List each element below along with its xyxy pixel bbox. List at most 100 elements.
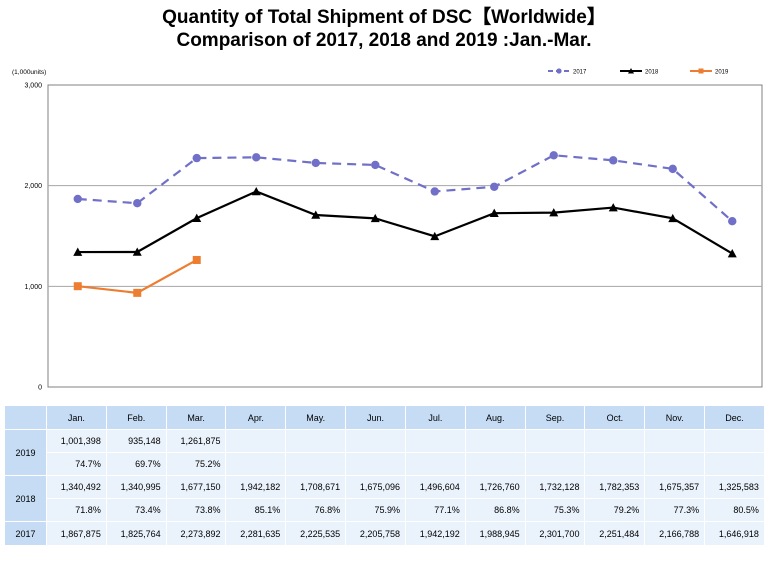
series-group [73,151,737,297]
units-cell: 1,261,875 [165,429,227,453]
month-header: Sep. [524,405,586,430]
ratio-cell: 74.7% [46,452,107,476]
data-point-2017 [133,199,142,208]
month-header: Jun. [345,405,406,430]
month-header: Oct. [584,405,646,430]
units-cell: 935,148 [105,429,167,453]
units-cell [345,429,406,453]
y-axis-ticks: 0 1,000 2,000 3,000 [24,83,42,392]
data-point-2017 [668,164,677,174]
month-header: Jul. [404,405,466,430]
year-label: 2018 [4,475,47,522]
units-cell: 2,205,758 [345,521,406,546]
plot-area [47,84,763,388]
ratio-cell: 73.4% [105,498,167,522]
units-cell: 1,340,995 [105,475,167,499]
units-cell [464,429,526,453]
units-cell: 1,825,764 [105,521,167,546]
legend: 2017 2018 2019 [548,68,729,76]
data-point-2017 [192,153,201,163]
y-axis-unit-label: (1,000units) [12,69,46,76]
legend-marker [628,68,634,74]
data-point-2018 [311,210,321,219]
units-cell: 2,301,700 [524,521,586,546]
units-cell: 1,988,945 [464,521,526,546]
y-tick-label: 1,000 [24,284,42,291]
y-tick-label: 3,000 [24,83,42,90]
ratio-cell: 85.1% [225,498,287,522]
units-cell: 1,708,671 [285,475,347,499]
legend-marker [556,68,562,74]
ratio-cell [524,452,586,476]
data-point-2018 [132,247,142,256]
legend-label: 2019 [715,70,729,76]
ratio-cell: 79.2% [584,498,646,522]
ratio-cell [704,452,765,476]
units-cell: 1,001,398 [46,429,107,453]
table-row: 2017 1,867,875 1,825,764 2,273,892 2,281,635… [4,521,765,546]
data-point-2018 [549,208,559,217]
ratio-cell: 86.8% [464,498,526,522]
units-cell: 1,942,192 [404,521,466,546]
ratio-cell [285,452,347,476]
units-cell: 1,675,357 [644,475,706,499]
series-2017 [73,151,737,226]
legend-marker [698,68,704,74]
data-point-2018 [430,231,440,241]
units-cell [225,429,287,453]
data-point-2019 [73,282,82,291]
legend-label: 2017 [573,70,587,76]
data-point-2019 [192,255,201,264]
data-point-2018 [192,213,202,222]
units-cell [524,429,586,453]
series-2019 [73,255,201,297]
data-point-2017 [311,158,320,168]
series-2018 [73,186,737,258]
data-point-2018 [668,213,678,223]
units-cell: 1,675,096 [345,475,406,499]
ratio-cell: 71.8% [46,498,107,522]
ratio-cell: 77.1% [404,498,466,522]
table-row: 2018 1,340,492 1,340,995 1,677,150 1,942,182… [4,475,765,522]
units-cell: 2,273,892 [165,521,227,546]
month-header: Aug. [464,405,526,430]
data-point-2017 [609,156,618,165]
data-point-2017 [490,182,499,191]
data-point-2018 [370,213,380,223]
data-point-2018 [608,203,618,212]
data-point-2017 [252,153,261,162]
month-header: May. [285,405,347,430]
month-header: Jan. [46,405,107,430]
ratio-cell [464,452,526,476]
table-header-row: Jan. Feb. Mar. Apr. May. Jun. Jul. Aug. Sep. Oct.… [4,405,765,430]
table-corner [4,405,47,430]
ratio-cell: 75.9% [345,498,406,522]
ratio-cell: 77.3% [644,498,706,522]
ratio-cell [644,452,706,476]
units-cell: 1,942,182 [225,475,287,499]
units-cell: 1,677,150 [165,475,227,499]
month-header: Feb. [105,405,167,430]
chart-subtitle: Comparison of 2017, 2018 and 2019 :Jan.-… [176,30,592,51]
units-cell: 1,325,583 [704,475,765,499]
ratio-cell [404,452,466,476]
y-tick-label: 0 [38,385,42,392]
year-label: 2019 [4,429,47,476]
ratio-cell: 75.2% [165,452,227,476]
data-point-2018 [489,208,499,217]
legend-label: 2018 [645,70,659,76]
data-point-2017 [430,187,439,196]
units-cell: 2,251,484 [584,521,646,546]
table-row: 71.8% 73.4% 73.8% 85.1% 76.8% 75.9% 77.1% 86.8%… [5,498,765,522]
units-cell: 1,646,918 [704,521,765,546]
grid-lines [48,185,762,287]
data-point-2017 [549,151,558,160]
units-cell: 1,867,875 [46,521,107,546]
table-row: 2019 1,001,398 935,148 1,261,875 [4,429,765,476]
ratio-cell: 80.5% [704,498,765,522]
series-line-2018 [77,190,733,255]
data-point-2017 [371,160,380,170]
table-row: 74.7% 69.7% 75.2% [5,452,765,476]
data-point-2018 [251,186,261,196]
ratio-cell [584,452,646,476]
